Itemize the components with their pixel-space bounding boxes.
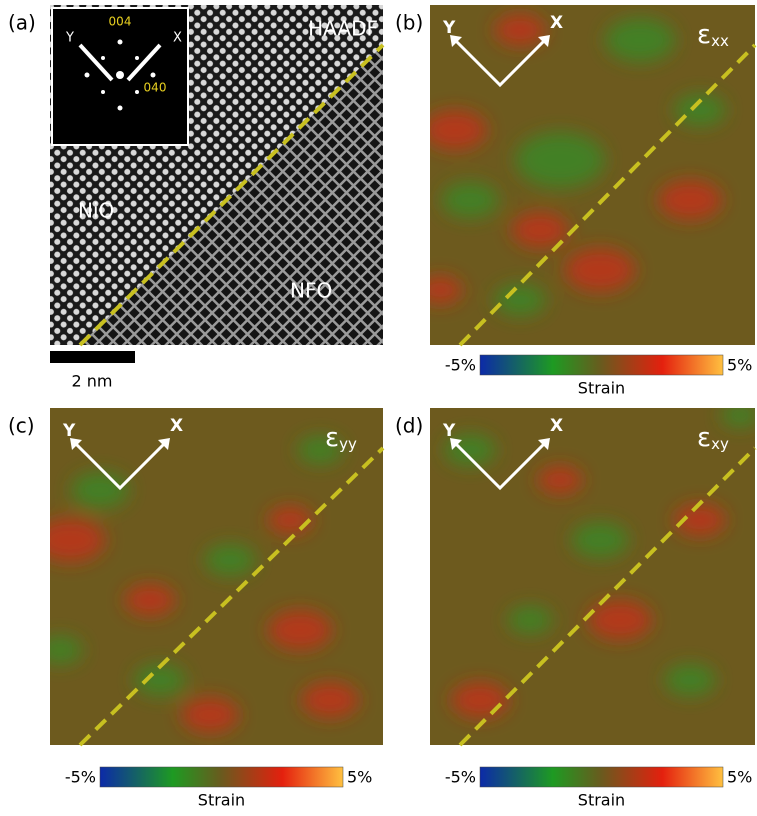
region-label: NFO bbox=[290, 279, 332, 303]
compressive-region bbox=[494, 284, 545, 316]
spot-label: 004 bbox=[109, 15, 132, 29]
compressive-region bbox=[441, 182, 499, 218]
symbol: ε bbox=[697, 423, 711, 453]
colorbar-title: Strain bbox=[578, 791, 625, 810]
panel-label: (b) bbox=[395, 11, 423, 35]
compressive-region bbox=[664, 664, 715, 696]
axis-y-label: Y bbox=[442, 421, 456, 441]
panel-label: (a) bbox=[8, 11, 36, 35]
tensile-region bbox=[301, 682, 359, 718]
compressive-region bbox=[605, 18, 675, 62]
axis-x-label: X bbox=[550, 416, 563, 436]
tensile-region bbox=[181, 697, 239, 733]
compressive-region bbox=[571, 522, 629, 558]
strain-map bbox=[35, 408, 383, 745]
tensile-region bbox=[268, 610, 332, 650]
compressive-region bbox=[38, 636, 83, 664]
tensile-region bbox=[418, 276, 463, 304]
colorbar-max: 5% bbox=[347, 768, 372, 787]
strain-map bbox=[418, 5, 755, 345]
scale-bar bbox=[50, 351, 135, 363]
colorbar-min: -5% bbox=[65, 768, 96, 787]
tensile-region bbox=[565, 248, 635, 292]
colorbar bbox=[480, 767, 723, 787]
region-label: NiO bbox=[78, 199, 114, 223]
subscript: xx bbox=[711, 32, 729, 50]
tensile-region bbox=[268, 506, 313, 534]
inset-y: Y bbox=[65, 31, 74, 46]
compressive-region bbox=[204, 544, 255, 576]
compressive-region bbox=[515, 132, 605, 188]
colorbar-max: 5% bbox=[727, 356, 752, 375]
colorbar-max: 5% bbox=[727, 768, 752, 787]
subscript: yy bbox=[339, 435, 357, 453]
tensile-region bbox=[588, 600, 652, 640]
subscript: xy bbox=[711, 435, 729, 453]
inset-x: X bbox=[173, 31, 182, 46]
spot-label: 040 bbox=[144, 81, 167, 95]
axis-y-label: Y bbox=[442, 18, 456, 38]
panel-label: (c) bbox=[8, 414, 35, 438]
colorbar bbox=[100, 767, 343, 787]
colorbar-min: -5% bbox=[445, 768, 476, 787]
scale-label: 2 nm bbox=[72, 372, 113, 391]
strain-map bbox=[430, 403, 757, 745]
compressive-region bbox=[71, 472, 129, 508]
tensile-region bbox=[124, 584, 175, 616]
tensile-region bbox=[35, 518, 105, 562]
panel-label: (d) bbox=[395, 414, 423, 438]
symbol: ε bbox=[325, 423, 339, 453]
symbol: ε bbox=[697, 20, 711, 50]
axis-y-label: Y bbox=[62, 421, 76, 441]
compressive-region bbox=[508, 606, 553, 634]
colorbar bbox=[480, 355, 723, 375]
axis-x-label: X bbox=[170, 416, 183, 436]
panel-title: HAADF bbox=[308, 17, 378, 41]
tensile-region bbox=[494, 14, 545, 46]
tensile-region bbox=[538, 466, 583, 494]
colorbar-title: Strain bbox=[578, 379, 625, 398]
colorbar-min: -5% bbox=[445, 356, 476, 375]
tensile-region bbox=[423, 110, 487, 150]
axis-x-label: X bbox=[550, 13, 563, 33]
tensile-region bbox=[658, 180, 722, 220]
tensile-region bbox=[451, 682, 509, 718]
colorbar-title: Strain bbox=[198, 791, 245, 810]
figure: Y X 004 040 HAADF NiO NFO 2 nm (a) (b) (… bbox=[0, 0, 757, 816]
